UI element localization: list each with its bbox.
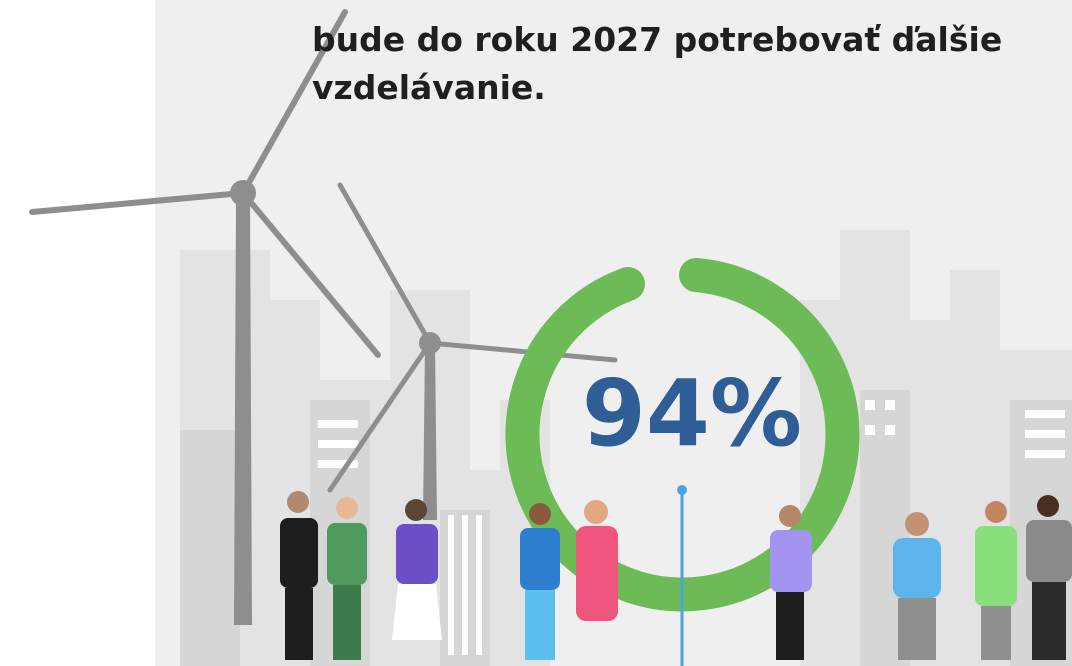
pointer-dot (677, 485, 687, 495)
stat-value: 94% (582, 360, 802, 467)
headline-line: bude do roku 2027 potrebovať ďalšie (312, 20, 1002, 59)
infographic: 94% bude do roku 2027 potrebovať ďalšie … (0, 0, 1072, 666)
headline-line: vzdelávanie. (312, 68, 546, 107)
